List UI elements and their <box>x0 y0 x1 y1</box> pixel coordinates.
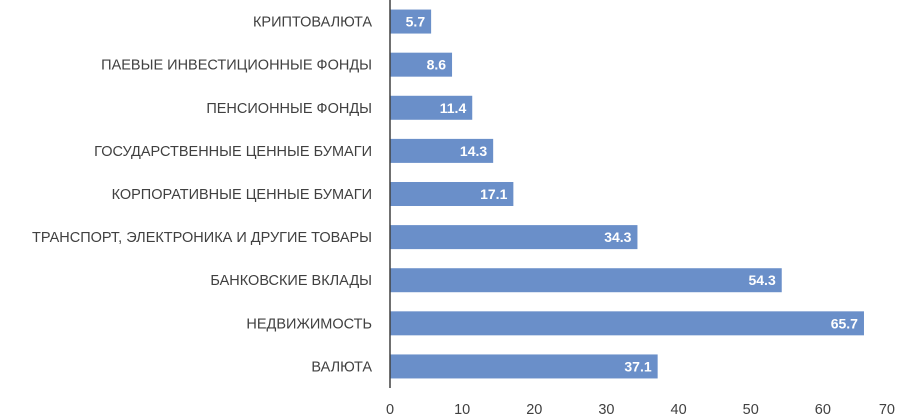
data-label: 37.1 <box>624 358 651 374</box>
category-label: НЕДВИЖИМОСТЬ <box>246 316 372 332</box>
data-label: 5.7 <box>406 14 426 30</box>
bar <box>390 311 864 336</box>
bar <box>390 52 453 77</box>
bar <box>390 95 473 120</box>
data-label: 34.3 <box>604 229 631 245</box>
category-label: КОРПОРАТИВНЫЕ ЦЕННЫЕ БУМАГИ <box>112 187 372 203</box>
x-tick-label: 20 <box>526 402 542 418</box>
data-label: 65.7 <box>831 315 858 331</box>
data-label: 17.1 <box>480 186 507 202</box>
bar <box>390 138 494 163</box>
x-tick-label: 70 <box>879 402 895 418</box>
bar <box>390 268 782 293</box>
x-tick-label: 10 <box>454 402 470 418</box>
x-tick-labels: 0 10 20 30 40 50 60 70 <box>386 402 895 418</box>
x-tick-label: 30 <box>598 402 614 418</box>
x-tick-label: 50 <box>743 402 759 418</box>
bar <box>390 182 514 206</box>
data-label: 54.3 <box>748 272 775 288</box>
data-label: 14.3 <box>460 143 487 159</box>
category-label: ПАЕВЫЕ ИНВЕСТИЦИОННЫЕ ФОНДЫ <box>101 58 372 74</box>
x-tick-label: 0 <box>386 402 394 418</box>
bar <box>390 354 658 379</box>
category-label: ГОСУДАРСТВЕННЫЕ ЦЕННЫЕ БУМАГИ <box>94 144 372 160</box>
bars-group <box>390 9 864 379</box>
category-labels: КРИПТОВАЛЮТА ПАЕВЫЕ ИНВЕСТИЦИОННЫЕ ФОНДЫ П… <box>32 15 372 376</box>
category-label: ВАЛЮТА <box>311 359 372 375</box>
x-tick-label: 40 <box>671 402 687 418</box>
data-labels: 5.7 8.6 11.4 14.3 17.1 34.3 54.3 65.7 37.1 <box>406 14 859 375</box>
data-label: 11.4 <box>440 100 467 116</box>
bar <box>390 225 638 250</box>
x-tick-label: 60 <box>815 402 831 418</box>
category-label: ТРАНСПОРТ, ЭЛЕКТРОНИКА И ДРУГИЕ ТОВАРЫ <box>32 230 372 246</box>
category-label: БАНКОВСКИЕ ВКЛАДЫ <box>210 273 372 289</box>
category-label: КРИПТОВАЛЮТА <box>253 15 372 31</box>
bar <box>390 9 432 34</box>
data-label: 8.6 <box>427 57 447 73</box>
category-label: ПЕНСИОННЫЕ ФОНДЫ <box>206 101 372 117</box>
